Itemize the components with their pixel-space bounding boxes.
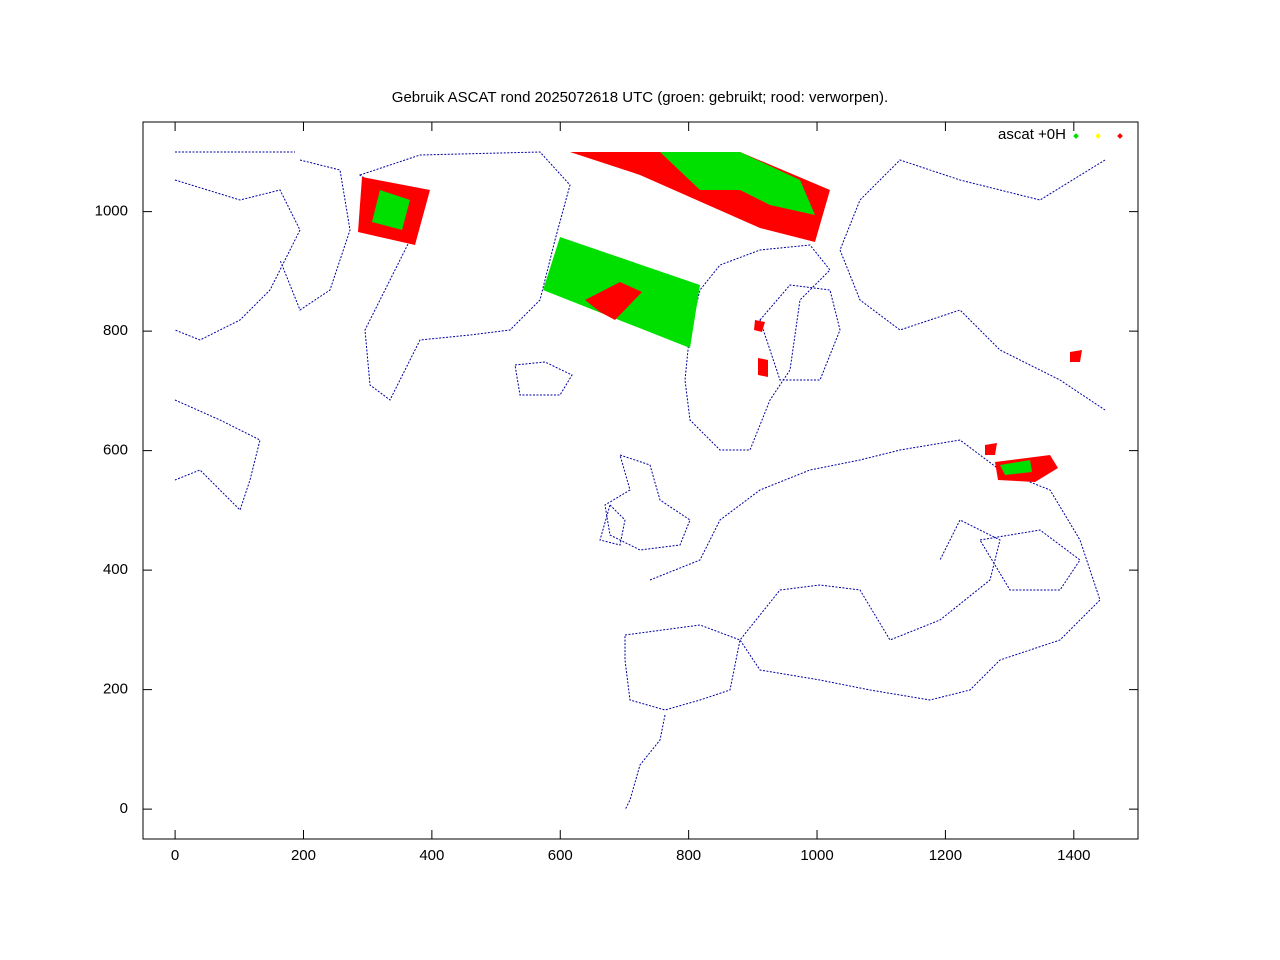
- x-tick-label: 1000: [800, 847, 833, 864]
- coastline: [649, 439, 1101, 701]
- swath-rejected: [585, 282, 642, 320]
- coastline: [514, 361, 573, 396]
- coastline: [979, 529, 1081, 591]
- coastline: [839, 159, 1106, 411]
- x-tick-label: 800: [676, 847, 701, 864]
- coastline: [174, 151, 351, 511]
- coastline: [624, 714, 666, 811]
- swath-rejected: [1070, 350, 1082, 362]
- x-tick-label: 1400: [1057, 847, 1090, 864]
- y-tick-label: 400: [103, 561, 128, 578]
- swath-used: [1000, 460, 1032, 475]
- swath-used: [372, 190, 410, 230]
- y-tick-label: 600: [103, 442, 128, 459]
- x-tick-label: 200: [291, 847, 316, 864]
- coastlines: [174, 151, 1106, 811]
- coastline: [599, 504, 626, 546]
- coastline: [759, 284, 841, 381]
- legend-marker: [1095, 133, 1101, 139]
- x-tick-label: 600: [548, 847, 573, 864]
- y-tick-label: 800: [103, 322, 128, 339]
- chart-title: Gebruik ASCAT rond 2025072618 UTC (groen…: [392, 89, 888, 106]
- y-tick-label: 1000: [95, 203, 128, 220]
- coastline: [604, 454, 691, 551]
- swath-rejected: [754, 320, 765, 332]
- coastline: [684, 244, 831, 451]
- plot-frame: [142, 121, 1139, 840]
- swaths: [358, 152, 1082, 482]
- y-tick-label: 0: [120, 800, 128, 817]
- x-tick-label: 1200: [929, 847, 962, 864]
- legend-marker: [1117, 133, 1123, 139]
- x-tick-label: 400: [419, 847, 444, 864]
- swath-rejected: [758, 358, 768, 377]
- y-tick-label: 200: [103, 681, 128, 698]
- coastline: [624, 624, 741, 711]
- legend-label: ascat +0H: [998, 126, 1066, 143]
- legend-marker: [1073, 133, 1079, 139]
- x-tick-label: 0: [171, 847, 179, 864]
- coastline: [358, 151, 571, 401]
- swath-used: [660, 152, 815, 215]
- swath-rejected: [985, 443, 997, 455]
